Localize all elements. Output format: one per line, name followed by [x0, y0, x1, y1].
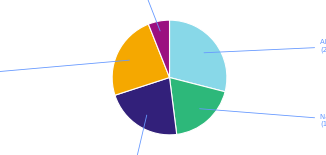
Wedge shape	[148, 20, 170, 78]
Text: National defense
(19%): National defense (19%)	[200, 109, 326, 127]
Wedge shape	[170, 20, 227, 92]
Text: Social Security
(22%): Social Security (22%)	[65, 115, 147, 155]
Text: All other spending
(29%): All other spending (29%)	[204, 39, 326, 53]
Text: Healthcare
(including Medicare and Medicaid)
(24%): Healthcare (including Medicare and Medic…	[0, 60, 129, 88]
Wedge shape	[112, 24, 170, 95]
Wedge shape	[170, 78, 225, 134]
Text: Net interest
(6%): Net interest (6%)	[106, 0, 160, 31]
Wedge shape	[115, 78, 177, 135]
